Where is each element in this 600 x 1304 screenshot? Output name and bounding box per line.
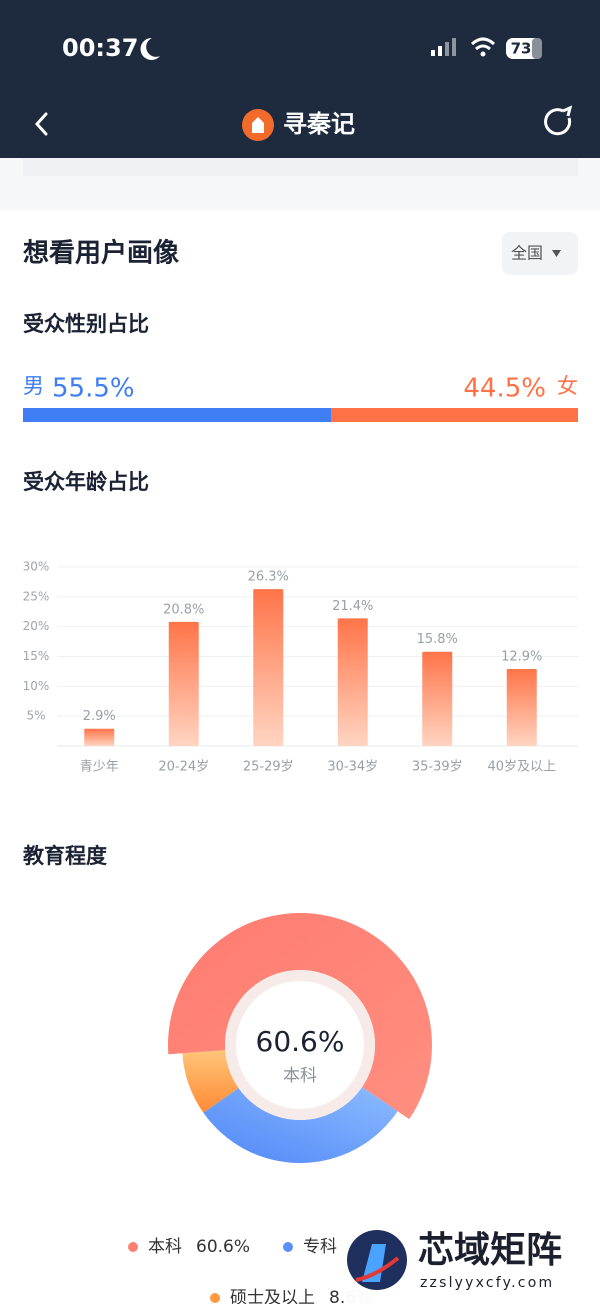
bar xyxy=(253,589,284,746)
legend-label: 男 xyxy=(23,374,44,398)
chart-title: 受众性别占比 xyxy=(23,312,149,336)
watermark-logo-accent xyxy=(355,1256,400,1282)
y-tick-label: 15% xyxy=(23,649,50,663)
watermark-url: zzslyyxcfy.com xyxy=(420,1275,554,1291)
status-time: 00:37 xyxy=(62,34,138,62)
x-tick-label: 40岁及以上 xyxy=(487,760,556,775)
header-bg xyxy=(0,0,600,158)
legend-label: 本科 xyxy=(148,1237,182,1257)
value-label: 2.9% xyxy=(83,709,116,724)
gender-bar xyxy=(331,408,578,422)
section-title: 想看用户画像 xyxy=(23,238,180,269)
y-tick-label: 25% xyxy=(23,589,50,603)
value-label: 21.4% xyxy=(332,599,373,614)
value-label: 55.5% xyxy=(52,374,135,404)
donut-segment xyxy=(168,913,433,1120)
region-label: 全国 xyxy=(511,244,543,263)
value-label: 44.5% xyxy=(463,374,546,404)
back-button[interactable] xyxy=(34,112,48,136)
legend-value: 60.6% xyxy=(196,1237,250,1257)
share-arrow xyxy=(562,105,573,117)
bar xyxy=(422,651,453,746)
donut-segment xyxy=(182,1050,239,1113)
signal-icon xyxy=(431,38,456,56)
moon-icon xyxy=(140,37,160,60)
dropdown-caret xyxy=(552,250,561,257)
x-tick-label: 青少年 xyxy=(80,760,119,775)
chart-title: 受众年龄占比 xyxy=(23,470,149,494)
battery-empty xyxy=(532,38,542,59)
value-label: 20.8% xyxy=(163,602,204,617)
share-button[interactable] xyxy=(544,108,572,136)
gender-bar xyxy=(23,408,332,422)
wifi-dot xyxy=(480,51,486,57)
legend-label: 女 xyxy=(557,374,578,398)
chart-title: 教育程度 xyxy=(23,844,107,868)
watermark-title: 芯域矩阵 xyxy=(418,1230,562,1271)
y-tick-label: 20% xyxy=(23,619,50,633)
region-selector[interactable] xyxy=(502,232,578,275)
legend-label: 专科 xyxy=(303,1237,337,1257)
nav-title: 寻秦记 xyxy=(283,110,355,138)
y-tick-label: 10% xyxy=(23,679,50,693)
app-logo-glyph xyxy=(252,117,264,133)
value-label: 12.9% xyxy=(501,650,542,665)
legend-dot xyxy=(128,1242,138,1252)
legend-dot xyxy=(283,1242,293,1252)
value-label: 15.8% xyxy=(417,632,458,647)
battery-level: 73 xyxy=(511,40,532,58)
x-tick-label: 25-29岁 xyxy=(243,760,294,775)
value-label: 26.3% xyxy=(248,570,289,585)
center-label: 本科 xyxy=(283,1066,317,1086)
wifi-icon xyxy=(470,37,496,51)
previous-card xyxy=(23,158,578,176)
donut-hole xyxy=(236,981,364,1109)
bar xyxy=(506,669,537,746)
bar xyxy=(168,621,199,746)
y-tick-label: 30% xyxy=(23,560,50,574)
x-tick-label: 30-34岁 xyxy=(327,760,378,775)
legend-dot xyxy=(210,1293,220,1303)
center-value: 60.6% xyxy=(256,1025,345,1058)
legend-label: 硕士及以上 xyxy=(230,1288,315,1304)
x-tick-label: 20-24岁 xyxy=(158,760,209,775)
donut-segment xyxy=(203,1087,398,1164)
x-tick-label: 35-39岁 xyxy=(412,760,463,775)
bar xyxy=(84,728,115,746)
y-tick-label: 5% xyxy=(26,709,45,723)
bar xyxy=(337,618,368,746)
